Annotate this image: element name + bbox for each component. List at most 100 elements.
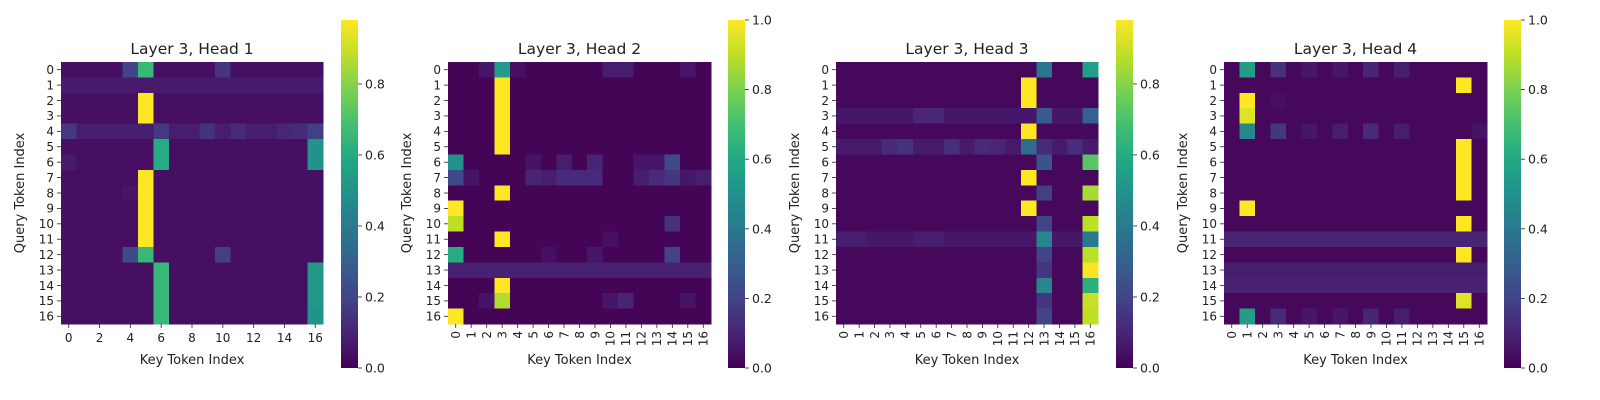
heatmap-cell (1363, 308, 1380, 325)
heatmap-cell (122, 123, 139, 140)
y-tick-label: 5 (1209, 140, 1217, 154)
heatmap-cell (1051, 262, 1068, 279)
heatmap-cell (602, 62, 619, 79)
heatmap-cell (276, 108, 293, 125)
heatmap-cell (943, 293, 960, 310)
heatmap-cell (1239, 246, 1256, 263)
heatmap-cell (525, 185, 542, 202)
heatmap-cell (1378, 277, 1395, 294)
heatmap-cell (215, 169, 232, 186)
heatmap-cell (649, 108, 666, 125)
heatmap-cell (913, 293, 930, 310)
heatmap-cell (882, 308, 899, 325)
heatmap-cell (138, 277, 155, 294)
heatmap-cell (851, 123, 868, 140)
heatmap-cell (276, 169, 293, 186)
heatmap-cell (463, 92, 480, 109)
heatmap-cell (1440, 92, 1457, 109)
heatmap-cell (1254, 216, 1272, 233)
heatmap-cell (61, 200, 78, 217)
heatmap-cell (1425, 77, 1442, 94)
heatmap-cell (540, 246, 557, 263)
heatmap-cell (913, 77, 930, 94)
heatmap-cell (292, 262, 309, 279)
heatmap-cell (1378, 92, 1395, 109)
heatmap-cell (602, 216, 619, 233)
heatmap-cell (1270, 92, 1287, 109)
heatmap-cell (556, 92, 573, 109)
heatmap-cell (1254, 77, 1272, 94)
heatmap-cell (571, 108, 588, 125)
heatmap-cell (540, 123, 557, 140)
heatmap-cell (836, 139, 853, 156)
heatmap-cell (556, 185, 573, 202)
heatmap-cell (1224, 308, 1241, 325)
heatmap-cell (61, 277, 78, 294)
heatmap-cell (168, 77, 185, 94)
heatmap-cell (261, 200, 278, 217)
heatmap-cell (1020, 92, 1037, 109)
x-tick-label: 12 (246, 331, 261, 345)
x-tick-label: 1 (1241, 331, 1255, 339)
colorbar-tick-label: 0.6 (1140, 147, 1160, 162)
heatmap-cell (897, 200, 914, 217)
x-tick-label: 2 (1256, 331, 1270, 339)
heatmap-cell (695, 200, 712, 217)
x-tick-label: 9 (588, 331, 602, 339)
y-tick-label: 9 (46, 202, 54, 216)
heatmap-cell (215, 262, 232, 279)
heatmap-cell (1051, 139, 1068, 156)
heatmap-cell (215, 231, 232, 248)
heatmap-cell (928, 92, 945, 109)
heatmap-cell (1285, 185, 1302, 202)
heatmap-cell (556, 77, 573, 94)
heatmap-cell (1067, 92, 1084, 109)
heatmap-cell (1285, 123, 1302, 140)
x-tick-label: 7 (557, 331, 571, 339)
heatmap-cell (261, 308, 278, 325)
heatmap-cell (680, 169, 697, 186)
heatmap-cell (509, 200, 526, 217)
heatmap-cell (695, 246, 712, 263)
heatmap-cell (695, 77, 712, 94)
heatmap-cell (245, 62, 262, 79)
heatmap-cell (153, 246, 170, 263)
x-tick-label: 0 (837, 331, 851, 339)
heatmap-cell (851, 92, 868, 109)
heatmap-cell (1285, 154, 1302, 171)
heatmap-cell (1301, 262, 1318, 279)
heatmap-cell (1316, 108, 1333, 125)
heatmap-cell (261, 277, 278, 294)
heatmap-cell (153, 123, 170, 140)
x-tick-label: 0 (1225, 331, 1239, 339)
heatmap-cell (245, 246, 262, 263)
y-tick-label: 8 (433, 186, 441, 200)
heatmap-cell (478, 169, 496, 186)
heatmap-cell (990, 123, 1007, 140)
heatmap-cell (990, 308, 1007, 325)
heatmap-cell (974, 262, 991, 279)
heatmap-cell (494, 246, 511, 263)
heatmap-cell (618, 92, 635, 109)
heatmap-cell (199, 154, 216, 171)
colorbar (341, 20, 358, 368)
heatmap-cell (1409, 139, 1426, 156)
heatmap-cell (184, 185, 201, 202)
heatmap-cell (866, 154, 883, 171)
heatmap-cell (587, 231, 604, 248)
heatmap-cell (664, 77, 681, 94)
heatmap-cell (695, 139, 712, 156)
heatmap-cell (76, 277, 93, 294)
heatmap-cell (61, 262, 78, 279)
heatmap-cell (215, 277, 232, 294)
heatmap-cell (1394, 262, 1411, 279)
colorbar-tick-label: 1.0 (1528, 13, 1548, 28)
chart-title: Layer 3, Head 4 (1294, 40, 1417, 58)
heatmap-cell (215, 308, 232, 325)
heatmap-cell (556, 231, 573, 248)
heatmap-cell (1425, 92, 1442, 109)
heatmap-cell (307, 200, 324, 217)
heatmap-cell (153, 200, 170, 217)
x-tick-label: 0 (449, 331, 463, 339)
y-tick-label: 4 (46, 125, 54, 139)
